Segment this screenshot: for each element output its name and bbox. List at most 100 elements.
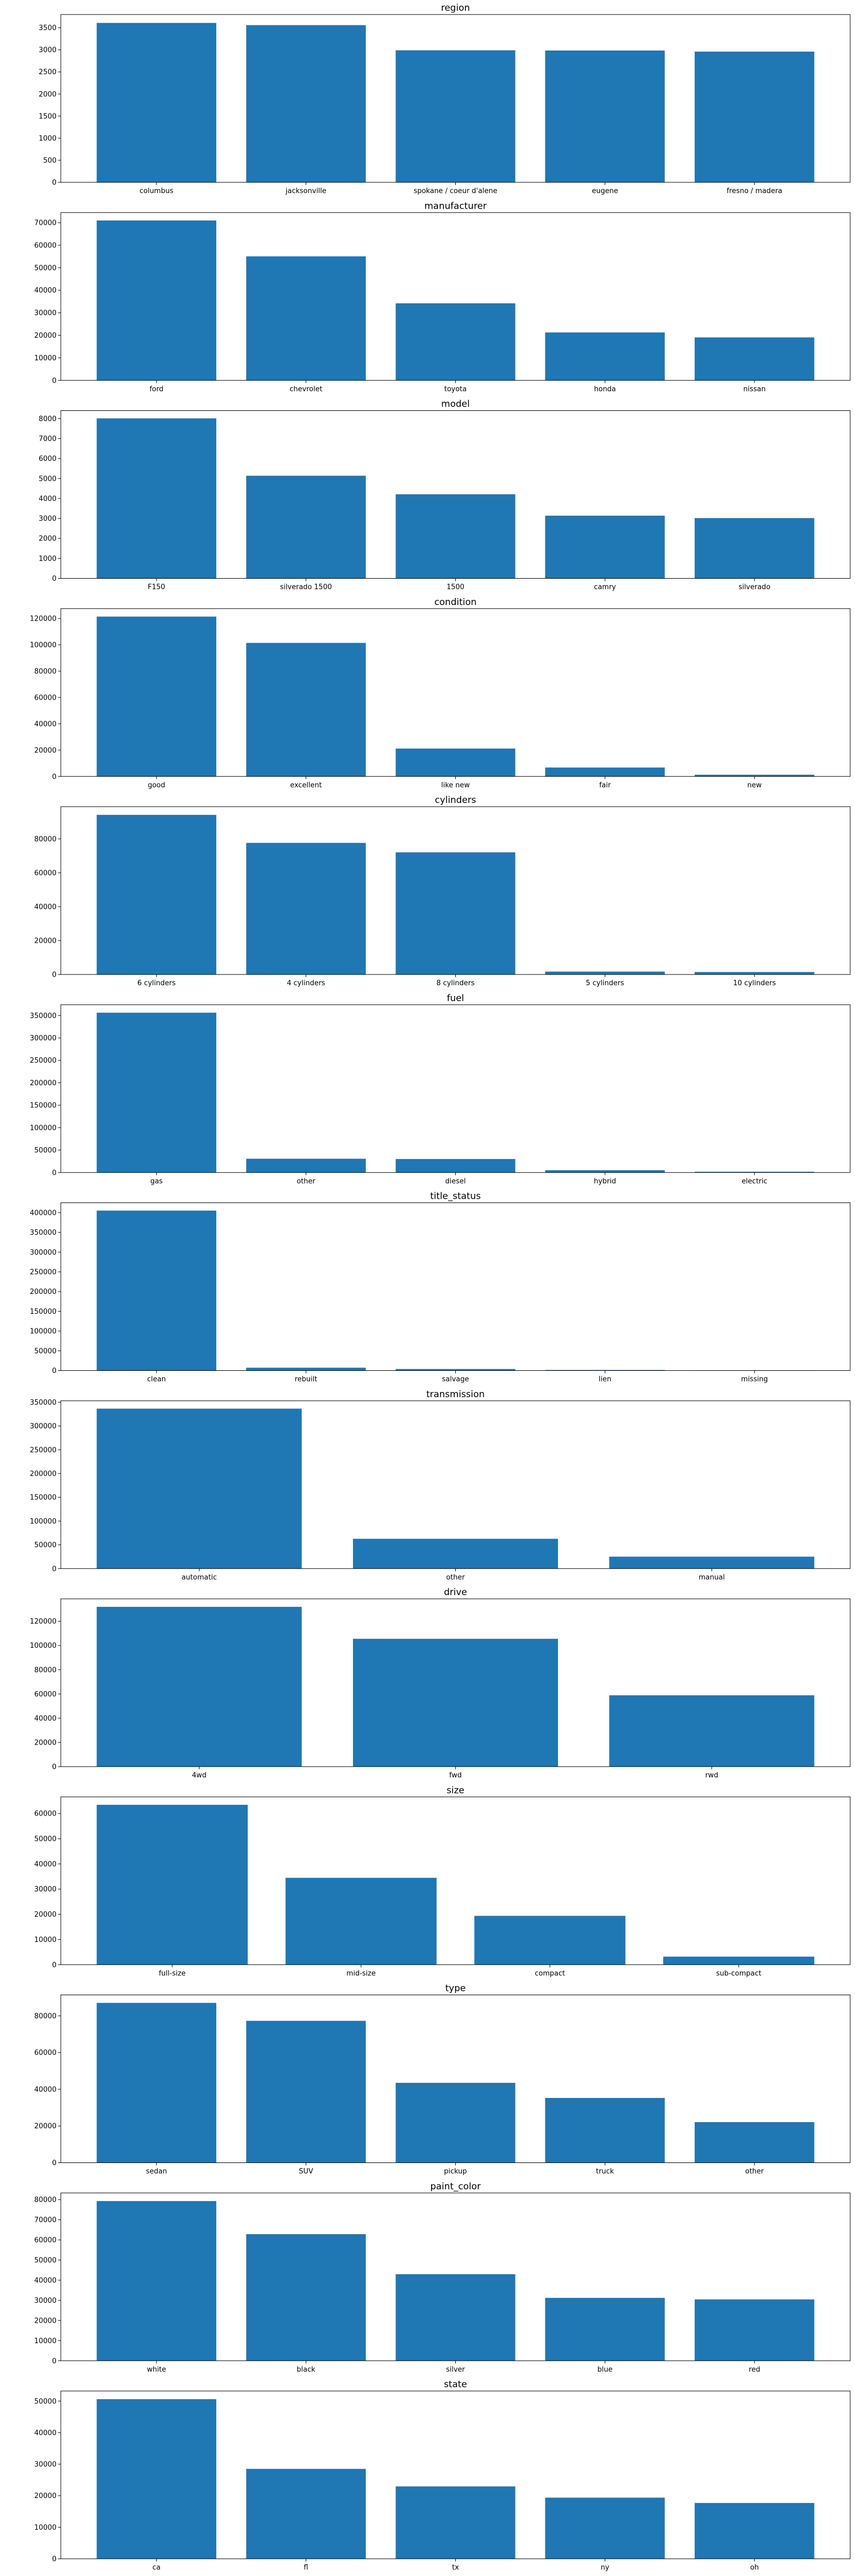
x-tick-label: black <box>296 2366 315 2374</box>
y-tick-label: 400000 <box>30 1209 56 1217</box>
y-tick-label: 0 <box>52 2357 56 2365</box>
y-tick-label: 70000 <box>34 2216 56 2224</box>
y-tick-label: 200000 <box>30 1079 56 1087</box>
bar-chart-state: state ca fl tx ny oh 0 10000 20000 30000 40000 5000… <box>34 2379 851 2572</box>
x-tick-label: truck <box>596 2168 614 2176</box>
bar-sedan <box>96 2003 216 2163</box>
x-tick-label: silverado <box>739 583 771 592</box>
axes-frame <box>60 1995 851 2163</box>
y-tick-label: 5000 <box>39 475 56 483</box>
chart-title: title_status <box>430 1191 481 1202</box>
y-tick-label: 4000 <box>39 495 56 503</box>
x-tick-label: ny <box>600 2564 609 2572</box>
x-tick-label: 8 cylinders <box>436 979 475 987</box>
bar-silver <box>395 2274 515 2361</box>
bar-spokane / coeur d'alene <box>395 50 515 182</box>
y-tick-label: 0 <box>52 2556 56 2564</box>
bar-columbus <box>96 23 216 182</box>
bar-fwd <box>352 1639 559 1767</box>
y-tick-label: 60000 <box>34 694 56 702</box>
y-tick-label: 60000 <box>34 241 56 250</box>
y-tick-label: 80000 <box>34 2012 56 2020</box>
y-tick-label: 0 <box>52 179 56 187</box>
y-tick-label: 40000 <box>34 720 56 728</box>
y-tick-label: 50000 <box>34 1835 56 1844</box>
x-tick-label: nissan <box>743 385 766 393</box>
y-tick-label: 500 <box>43 156 56 165</box>
bar-black <box>246 2234 366 2361</box>
y-tick-label: 60000 <box>34 2237 56 2245</box>
y-tick-label: 10000 <box>34 354 56 362</box>
bar-chart-manufacturer: manufacturer ford chevrolet toyota honda niss… <box>34 201 851 393</box>
y-tick-label: 250000 <box>30 1268 56 1276</box>
bar-gas <box>96 1013 216 1173</box>
bar-sub-compact <box>663 1956 815 1965</box>
bar-red <box>695 2299 815 2361</box>
x-tick-label: chevrolet <box>289 385 322 393</box>
bar-ny <box>545 2497 665 2559</box>
bar-blue <box>545 2297 665 2361</box>
y-tick-label: 350000 <box>30 1012 56 1020</box>
x-tick-label: 5 cylinders <box>586 979 624 987</box>
y-tick-label: 40000 <box>34 287 56 295</box>
chart-title: fuel <box>447 993 464 1004</box>
y-tick-label: 120000 <box>30 1618 56 1626</box>
axes-frame <box>60 1004 851 1173</box>
y-tick-label: 1500 <box>39 112 56 120</box>
x-tick-label: new <box>747 781 762 789</box>
y-tick-label: 50000 <box>34 2257 56 2265</box>
x-tick-label: sub-compact <box>716 1969 761 1977</box>
y-tick-label: 1000 <box>39 134 56 143</box>
y-tick-label: 0 <box>52 2159 56 2167</box>
axes-frame <box>60 1202 851 1371</box>
x-tick-label: eugene <box>592 187 618 195</box>
bar-1500 <box>395 494 515 579</box>
y-tick-label: 8000 <box>39 415 56 423</box>
axes-frame <box>60 1598 851 1767</box>
y-tick-label: 200000 <box>30 1288 56 1296</box>
bar-jacksonville <box>246 25 366 182</box>
x-tick-label: other <box>446 1574 465 1582</box>
axes-frame <box>60 14 851 183</box>
chart-title: region <box>441 3 470 13</box>
bar-other <box>246 1158 366 1173</box>
y-tick-label: 0 <box>52 377 56 385</box>
y-tick-label: 120000 <box>30 615 56 623</box>
axes-frame <box>60 608 851 777</box>
x-tick-label: 4 cylinders <box>287 979 325 987</box>
y-tick-label: 70000 <box>34 219 56 227</box>
x-tick-label: mid-size <box>347 1969 376 1977</box>
bar-clean <box>96 1211 216 1371</box>
bar-other <box>352 1539 559 1569</box>
y-tick-label: 30000 <box>34 309 56 317</box>
x-tick-label: like new <box>441 781 470 789</box>
y-tick-label: 40000 <box>34 2429 56 2437</box>
y-tick-label: 20000 <box>34 1739 56 1747</box>
bar-SUV <box>246 2020 366 2163</box>
y-tick-label: 350000 <box>30 1229 56 1237</box>
bar-good <box>96 616 216 777</box>
y-tick-label: 20000 <box>34 1911 56 1919</box>
y-tick-label: 0 <box>52 1565 56 1573</box>
bar-new <box>695 774 815 777</box>
x-tick-label: salvage <box>442 1376 469 1384</box>
axes-frame <box>60 410 851 579</box>
bar-diesel <box>395 1159 515 1173</box>
bar-mid-size <box>285 1877 437 1965</box>
axes-frame <box>60 1400 851 1569</box>
y-tick-label: 40000 <box>34 1714 56 1723</box>
bar-rwd <box>609 1695 815 1767</box>
bar-rebuilt <box>246 1368 366 1371</box>
y-tick-label: 250000 <box>30 1057 56 1065</box>
y-tick-label: 50000 <box>34 2397 56 2406</box>
x-tick-label: other <box>745 2168 764 2176</box>
axes-frame <box>60 1796 851 1965</box>
x-tick-label: sedan <box>146 2168 167 2176</box>
y-tick-label: 3000 <box>39 515 56 523</box>
x-tick-label: fresno / madera <box>726 187 782 195</box>
x-tick-label: electric <box>741 1177 767 1185</box>
y-tick-label: 6000 <box>39 455 56 463</box>
bar-chart-size: size full-size mid-size compact sub-compact 0… <box>34 1785 851 1977</box>
